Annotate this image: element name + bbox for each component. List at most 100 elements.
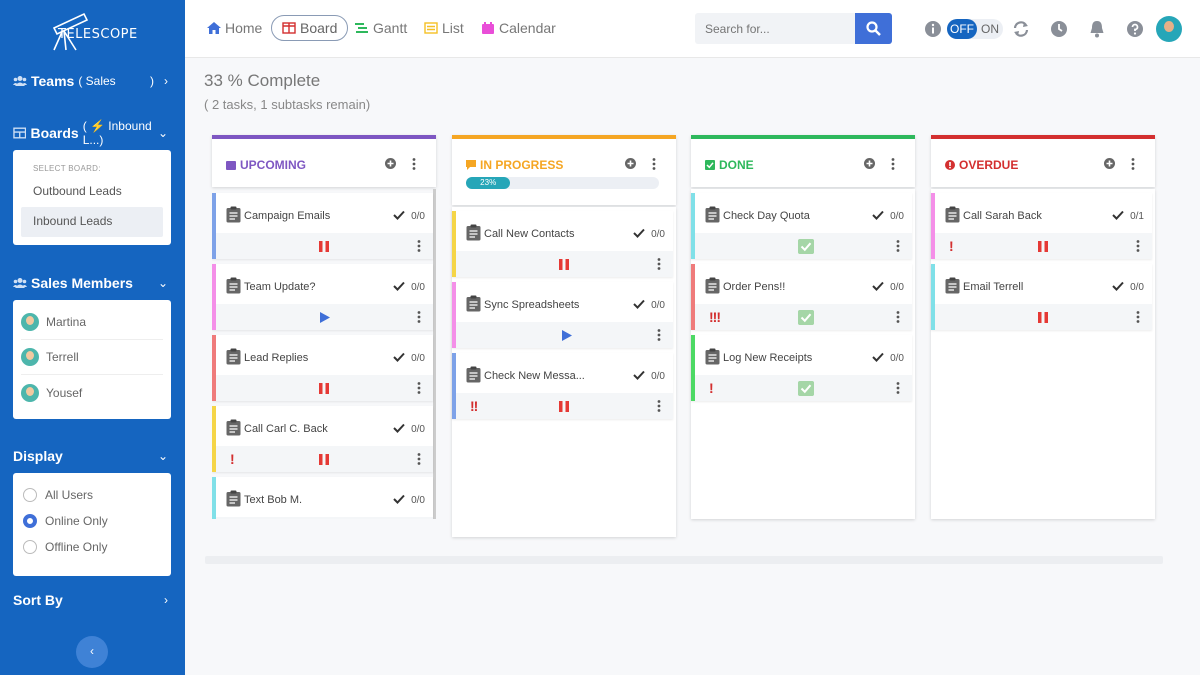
display-header[interactable]: Display ⌄: [13, 448, 172, 464]
nav-list[interactable]: List: [424, 15, 464, 41]
task-card[interactable]: Call Sarah Back 0/1 !: [931, 193, 1152, 259]
bell-icon[interactable]: [1088, 20, 1106, 38]
nav-calendar-label: Calendar: [499, 20, 556, 36]
more-options-icon[interactable]: [896, 311, 900, 323]
pause-icon[interactable]: [1038, 241, 1048, 252]
subtask-count: 0/0: [651, 229, 665, 240]
task-card[interactable]: Email Terrell 0/0: [931, 264, 1152, 330]
task-card[interactable]: Lead Replies 0/0: [212, 335, 433, 401]
clipboard-icon: [226, 490, 241, 507]
online-toggle[interactable]: OFF ON: [947, 19, 1003, 39]
add-task-icon[interactable]: [1104, 158, 1115, 169]
radio-label: Offline Only: [45, 540, 108, 554]
more-options-icon[interactable]: [657, 329, 661, 341]
add-task-icon[interactable]: [385, 158, 396, 169]
user-avatar[interactable]: [1156, 16, 1182, 42]
column-title: IN PROGRESS: [466, 158, 563, 172]
horizontal-scrollbar[interactable]: [205, 556, 1163, 564]
task-card[interactable]: Campaign Emails 0/0: [212, 193, 433, 259]
teams-selector[interactable]: Teams ( Sales ) ›: [13, 73, 172, 89]
task-card[interactable]: Sync Spreadsheets 0/0: [452, 282, 673, 348]
search-input[interactable]: [695, 13, 855, 44]
board-option-outbound[interactable]: Outbound Leads: [33, 184, 122, 198]
member-item[interactable]: Martina: [21, 305, 163, 340]
members-header[interactable]: Sales Members ⌄: [13, 275, 172, 291]
chevron-right-icon: ›: [164, 593, 168, 607]
add-task-icon[interactable]: [864, 158, 875, 169]
completed-check-icon[interactable]: [798, 381, 814, 396]
member-item[interactable]: Terrell: [21, 340, 163, 375]
play-icon[interactable]: [320, 312, 330, 323]
play-icon[interactable]: [562, 330, 572, 341]
task-card[interactable]: Order Pens!! 0/0 !!!: [691, 264, 912, 330]
member-item[interactable]: Yousef: [21, 375, 163, 410]
more-options-icon[interactable]: [1136, 311, 1140, 323]
boards-selector[interactable]: Boards ( ⚡ Inbound L...) ⌄: [13, 119, 172, 147]
task-card[interactable]: Check Day Quota 0/0: [691, 193, 912, 259]
subtask-count: 0/0: [411, 211, 425, 222]
nav-gantt[interactable]: Gantt: [355, 15, 407, 41]
display-option-offline-only[interactable]: Offline Only: [13, 534, 171, 560]
more-options-icon[interactable]: [1136, 240, 1140, 252]
scrollbar[interactable]: [433, 189, 436, 519]
task-card[interactable]: Check New Messa... 0/0 !!: [452, 353, 673, 419]
pause-icon[interactable]: [319, 383, 329, 394]
completion-percent: 33 % Complete: [204, 71, 321, 90]
more-options-icon[interactable]: [1131, 158, 1135, 170]
refresh-icon[interactable]: [1012, 20, 1030, 38]
pause-icon[interactable]: [319, 454, 329, 465]
more-options-icon[interactable]: [657, 258, 661, 270]
board-select-panel: SELECT BOARD: Outbound Leads Inbound Lea…: [13, 150, 171, 245]
more-options-icon[interactable]: [417, 453, 421, 465]
more-options-icon[interactable]: [896, 240, 900, 252]
more-options-icon[interactable]: [652, 158, 656, 170]
column-body: Check Day Quota 0/0 Order Pens!! 0/0 !!!…: [691, 189, 915, 519]
clipboard-icon: [466, 224, 481, 241]
collapse-sidebar-button[interactable]: ‹: [76, 636, 108, 668]
task-card[interactable]: Text Bob M. 0/0: [212, 477, 433, 519]
display-option-all-users[interactable]: All Users: [13, 482, 171, 508]
pause-icon[interactable]: [319, 241, 329, 252]
checkmark-icon: [872, 281, 884, 291]
more-options-icon[interactable]: [657, 400, 661, 412]
task-title: Check Day Quota: [723, 210, 810, 222]
task-card[interactable]: Call New Contacts 0/0: [452, 211, 673, 277]
sort-by-header[interactable]: Sort By ›: [13, 592, 172, 608]
clock-icon[interactable]: [1050, 20, 1068, 38]
help-icon[interactable]: [1126, 20, 1144, 38]
more-options-icon[interactable]: [412, 158, 416, 170]
completed-check-icon[interactable]: [798, 310, 814, 325]
more-options-icon[interactable]: [891, 158, 895, 170]
nav-calendar[interactable]: Calendar: [481, 15, 556, 41]
nav-home[interactable]: Home: [207, 15, 262, 41]
task-card[interactable]: Call Carl C. Back 0/0 !: [212, 406, 433, 472]
pause-icon[interactable]: [1038, 312, 1048, 323]
subtask-count: 0/0: [890, 282, 904, 293]
task-card[interactable]: Team Update? 0/0: [212, 264, 433, 330]
more-options-icon[interactable]: [896, 382, 900, 394]
completed-check-icon[interactable]: [798, 239, 814, 254]
more-options-icon[interactable]: [417, 311, 421, 323]
more-options-icon[interactable]: [417, 382, 421, 394]
avatar: [21, 383, 39, 402]
task-card[interactable]: Log New Receipts 0/0 !: [691, 335, 912, 401]
column-title: DONE: [705, 158, 754, 172]
remaining-summary: ( 2 tasks, 1 subtasks remain): [204, 97, 371, 112]
toggle-on-label: ON: [981, 22, 999, 36]
column-title-text: DONE: [719, 158, 754, 172]
info-icon[interactable]: [924, 20, 942, 38]
pause-icon[interactable]: [559, 259, 569, 270]
column-title-text: OVERDUE: [959, 158, 1019, 172]
display-panel: All Users Online Only Offline Only: [13, 473, 171, 576]
gantt-icon: [355, 23, 368, 33]
search-button[interactable]: [855, 13, 892, 44]
display-option-online-only[interactable]: Online Only: [13, 508, 171, 534]
more-options-icon[interactable]: [417, 240, 421, 252]
subtask-count: 0/0: [411, 495, 425, 506]
nav-board[interactable]: Board: [271, 15, 349, 41]
task-title: Sync Spreadsheets: [484, 299, 580, 311]
board-icon: [282, 22, 296, 34]
add-task-icon[interactable]: [625, 158, 636, 169]
pause-icon[interactable]: [559, 401, 569, 412]
board-option-inbound[interactable]: Inbound Leads: [21, 207, 163, 237]
